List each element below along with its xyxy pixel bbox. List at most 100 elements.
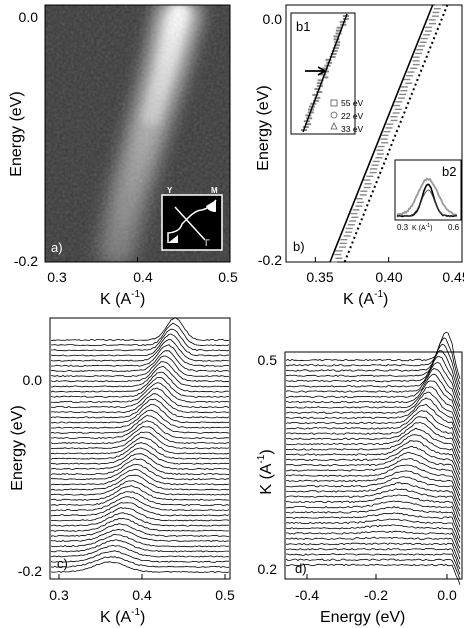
mdc-curve: [51, 463, 230, 481]
arrow-icon: [305, 66, 327, 76]
inset-b1-fit-line: [302, 13, 348, 133]
panel-label-d: d): [295, 561, 307, 576]
dispersion-dotted-line: [343, 4, 449, 263]
panel-label-c: c): [57, 556, 68, 571]
mdc-curve: [50, 528, 230, 543]
edc-curve: [285, 368, 461, 412]
edc-curve: [285, 403, 461, 444]
x-tick-label: 0.4: [133, 269, 153, 285]
panel-a-ticks: [44, 257, 231, 262]
y-tick-label: -0.2: [258, 252, 282, 268]
edc-curve: [285, 558, 461, 580]
edc-curve: [285, 391, 461, 433]
mdc-curve: [50, 512, 230, 527]
edc-curve: [285, 445, 461, 481]
mdc-curve: [50, 507, 230, 522]
mdc-curve: [50, 350, 230, 372]
edc-curve: [286, 458, 461, 490]
y-tick-label: 0.2: [258, 561, 278, 577]
mdc-curve: [50, 322, 230, 347]
inset-b2-black-curve-2: [396, 189, 458, 218]
edc-curve: [285, 349, 461, 396]
x-tick-label: -0.4: [295, 587, 319, 603]
edc-curve: [285, 494, 461, 522]
edc-curve: [285, 547, 461, 570]
edc-curve: [285, 506, 461, 532]
inset-b1: b1 55 eV 22 eV 33 eV: [290, 12, 364, 135]
mdc-curve: [50, 328, 230, 352]
inset-label-m: M: [211, 186, 218, 195]
edc-curve: [285, 488, 461, 517]
x-tick-label: 0.3: [47, 269, 67, 285]
edc-curve: [285, 434, 461, 471]
x-tick-label: 0.4: [132, 587, 152, 603]
panel-d-ticks: [306, 574, 448, 579]
mdc-curve: [50, 544, 230, 558]
mdc-curve: [50, 398, 230, 419]
fermi-pocket-lower: [168, 235, 178, 243]
mdc-curve: [50, 338, 230, 362]
panel-d-edc: d) -0.4 -0.2 0.0 0.5 0.2 Energy (eV) K (…: [256, 331, 463, 626]
edc-curve: [285, 530, 461, 554]
mdc-curves: [50, 317, 230, 574]
mdc-curve: [50, 387, 230, 409]
edc-curve: [285, 512, 461, 539]
mdc-curve: [50, 453, 230, 470]
mdc-curve: [50, 431, 230, 450]
panel-label-b: b): [293, 239, 305, 254]
inset-b2-x-tick: 0.3: [397, 223, 409, 232]
edc-curve: [285, 373, 461, 418]
edc-curve: [285, 563, 461, 585]
inset-b2-x-label: K (A-1): [412, 223, 432, 232]
x-axis-label: K (A-1): [100, 289, 145, 308]
edc-curve: [285, 518, 461, 543]
inset-b2: b2 0.3 K (A-1) 0.6: [394, 159, 462, 232]
edc-curve: [285, 553, 461, 575]
inset-b2-x-tick: 0.6: [448, 223, 460, 232]
inset-b2-label: b2: [442, 164, 456, 179]
square-marker-icon: [330, 99, 338, 107]
mdc-curve: [50, 355, 230, 378]
mdc-curve: [50, 458, 230, 476]
fermi-pocket-upper: [206, 200, 216, 212]
y-tick-label: -0.2: [18, 563, 42, 579]
edc-curve: [286, 343, 461, 390]
mdc-curve: [50, 447, 230, 465]
mdc-curve: [50, 426, 230, 445]
edc-curve: [285, 355, 461, 401]
panel-b-ticks: [314, 257, 463, 262]
mdc-curve: [50, 371, 230, 393]
dispersion-data-points: [330, 4, 442, 263]
edc-curve: [285, 476, 461, 506]
x-tick-label: 0.3: [49, 587, 69, 603]
brillouin-zone-inset: Y M Γ: [161, 186, 223, 251]
edc-curve: [285, 361, 461, 407]
y-tick-label: -0.2: [14, 253, 38, 269]
x-tick-label: -0.2: [364, 587, 388, 603]
mdc-curve: [50, 523, 230, 537]
edc-curve: [285, 482, 461, 512]
mdc-curve: [50, 317, 230, 341]
edc-curve: [285, 421, 461, 460]
mdc-curve: [50, 393, 230, 414]
x-axis-label: Energy (eV): [320, 609, 405, 626]
mdc-curve: [50, 409, 230, 429]
edc-curve: [285, 331, 461, 380]
y-axis-label: Energy (eV): [9, 405, 26, 490]
mdc-curve: [50, 442, 230, 460]
mdc-curve: [50, 539, 230, 553]
circle-marker-icon: [330, 111, 338, 119]
inset-b1-label: b1: [296, 19, 310, 34]
dispersion-fit-line: [329, 4, 434, 263]
edc-curve: [286, 500, 461, 528]
mdc-curve: [50, 502, 230, 517]
y-axis-label: Energy (eV): [8, 91, 25, 176]
mdc-curve: [50, 382, 230, 403]
panel-label-a: a): [51, 240, 63, 255]
x-tick-label: 0.5: [215, 587, 235, 603]
mdc-curve: [50, 468, 230, 486]
y-axis-label: Energy (eV): [255, 85, 272, 170]
y-axis-label: K (A-1): [256, 449, 275, 494]
mdc-curve: [50, 480, 230, 496]
